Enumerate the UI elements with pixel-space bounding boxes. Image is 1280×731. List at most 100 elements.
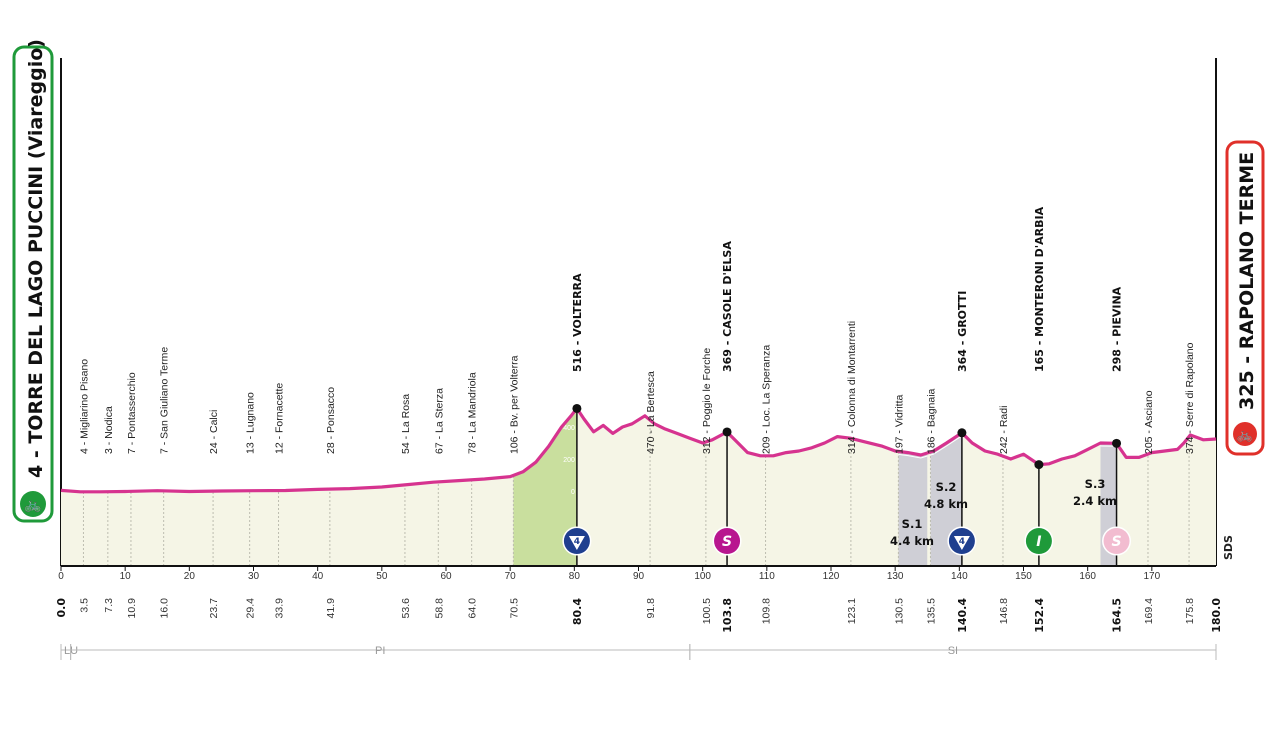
x-tick-label-6: 60 — [440, 571, 452, 582]
x-tick-label-0: 0 — [58, 571, 64, 582]
finish-cyclist-glyph: 🚲 — [1237, 427, 1253, 442]
x-tick-label-4: 40 — [312, 571, 324, 582]
finish-label: 325 - RAPOLANO TERME 🚲 — [1225, 140, 1265, 456]
profile-fill-layer — [61, 408, 1216, 566]
km-value-16: 103.8 — [721, 598, 734, 633]
finish-label-frame — [1225, 140, 1265, 456]
x-tick-label-14: 140 — [951, 571, 968, 582]
y-tick-label-1: 200 — [563, 457, 575, 464]
km-value-27: 180.0 — [1210, 598, 1223, 633]
finish-cyclist-icon — [1233, 422, 1257, 446]
start-cyclist-glyph: 🚲 — [24, 496, 41, 513]
km-value-4: 16.0 — [159, 598, 171, 619]
km-value-12: 70.5 — [508, 598, 520, 619]
marker-label-19: 197 - Vidritta — [893, 395, 905, 454]
x-tick-label-12: 120 — [823, 571, 840, 582]
x-tick-label-9: 90 — [633, 571, 645, 582]
marker-label-17: 209 - Loc. La Speranza — [761, 345, 773, 454]
profile-line-layer — [60, 406, 1217, 494]
badge-text-1: S — [722, 534, 732, 550]
marker-label-3: 7 - Pontasserchio — [126, 372, 138, 454]
gravel-sector-name-1: S.1 — [902, 517, 923, 531]
gravel-sector-line-1 — [898, 453, 928, 459]
km-value-0: 0.0 — [55, 598, 68, 618]
marker-label-16: 369 - CASOLE D'ELSA — [721, 241, 734, 372]
x-tick-label-3: 30 — [248, 571, 260, 582]
badge-text-2: 4 — [959, 537, 965, 547]
km-value-25: 169.4 — [1143, 598, 1155, 624]
summit-dot-24 — [1112, 438, 1122, 448]
start-label-frame — [12, 45, 54, 523]
marker-label-7: 12 - Fornacette — [274, 383, 286, 454]
x-tick-label-11: 110 — [759, 571, 775, 582]
km-value-18: 123.1 — [846, 598, 858, 624]
province-layer: LUPISI — [60, 644, 1217, 660]
marker-label-15: 312 - Poggio le Forche — [701, 348, 713, 454]
marker-label-18: 314 - Colonna di Montarrenti — [846, 321, 858, 454]
badge-1 — [714, 528, 741, 554]
x-axis-layer: 0 10 20 30 40 50 60 70 80 90 100 110 120 130 140 150 160… — [55, 565, 1223, 633]
summit-dot-16 — [722, 427, 732, 437]
marker-label-12: 106 - Bv. per Volterra — [508, 355, 520, 454]
km-value-21: 140.4 — [956, 598, 969, 633]
climb-area-volterra — [513, 408, 577, 566]
marker-label-6: 13 - Lugnano — [245, 392, 257, 454]
marker-label-5: 24 - Calci — [208, 410, 220, 454]
y-tick-label-0: 0 — [571, 489, 575, 496]
km-value-9: 53.6 — [400, 598, 412, 619]
km-value-8: 41.9 — [325, 598, 337, 619]
km-value-22: 146.8 — [998, 598, 1010, 624]
km-value-14: 91.8 — [645, 598, 657, 619]
badge-triangle-0 — [568, 536, 585, 550]
x-tick-label-17: 170 — [1143, 571, 1160, 582]
marker-label-22: 242 - Radi — [998, 406, 1010, 454]
km-value-26: 175.8 — [1184, 598, 1196, 624]
finish-town-name: 325 - RAPOLANO TERME — [1236, 152, 1258, 410]
km-value-20: 135.5 — [925, 598, 937, 624]
km-value-11: 64.0 — [467, 598, 479, 619]
start-cyclist-icon — [20, 491, 46, 517]
km-value-24: 164.5 — [1111, 598, 1124, 633]
badge-4 — [1103, 528, 1130, 554]
gravel-sector-line-2 — [930, 435, 963, 456]
x-tick-label-1: 10 — [120, 571, 132, 582]
x-tick-label-13: 130 — [887, 571, 904, 582]
km-value-10: 58.8 — [433, 598, 445, 619]
km-value-7: 33.9 — [274, 598, 286, 619]
km-value-6: 29.4 — [245, 598, 257, 619]
x-tick-label-2: 20 — [184, 571, 196, 582]
marker-label-11: 78 - La Mandriola — [467, 372, 479, 454]
marker-label-26: 374 - Serre di Rapolano — [1184, 342, 1196, 454]
km-value-1: 3.5 — [78, 598, 90, 613]
marker-label-10: 67 - La Sterza — [433, 388, 445, 454]
badge-text-0: 4 — [574, 537, 580, 547]
gravel-sector-length-1: 4.4 km — [890, 534, 934, 548]
marker-label-9: 54 - La Rosa — [400, 394, 412, 454]
km-value-3: 10.9 — [126, 598, 138, 619]
km-value-5: 23.7 — [208, 598, 220, 619]
marker-label-25: 205 - Asciano — [1143, 390, 1155, 454]
summit-dot-21 — [957, 428, 967, 438]
marker-label-21: 364 - GROTTI — [956, 291, 969, 372]
x-tick-label-5: 50 — [376, 571, 388, 582]
start-label: 4 - TORRE DEL LAGO PUCCINI (Viareggio) 🚲 — [12, 39, 54, 523]
badge-text-3: I — [1036, 534, 1041, 550]
badge-3 — [1025, 528, 1052, 554]
gravel-sector-name-3: S.3 — [1085, 477, 1106, 491]
x-tick-label-8: 80 — [569, 571, 581, 582]
marker-label-14: 470 - La Bertesca — [645, 371, 657, 454]
km-value-19: 130.5 — [893, 598, 905, 624]
profile-line — [60, 406, 1217, 494]
marker-label-4: 7 - San Giuliano Terme — [159, 347, 171, 454]
marker-label-1: 4 - Migliarino Pisano — [78, 359, 90, 454]
x-tick-label-7: 70 — [505, 571, 517, 582]
km-value-13: 80.4 — [571, 598, 584, 625]
gravel-sector-name-2: S.2 — [936, 480, 957, 494]
km-value-15: 100.5 — [701, 598, 713, 624]
sponsor-logo: SDS — [1222, 535, 1235, 560]
km-value-17: 109.8 — [761, 598, 773, 624]
badge-text-4: S — [1111, 534, 1121, 550]
marker-label-13: 516 - VOLTERRA — [571, 273, 584, 372]
province-code-1: PI — [375, 645, 385, 657]
